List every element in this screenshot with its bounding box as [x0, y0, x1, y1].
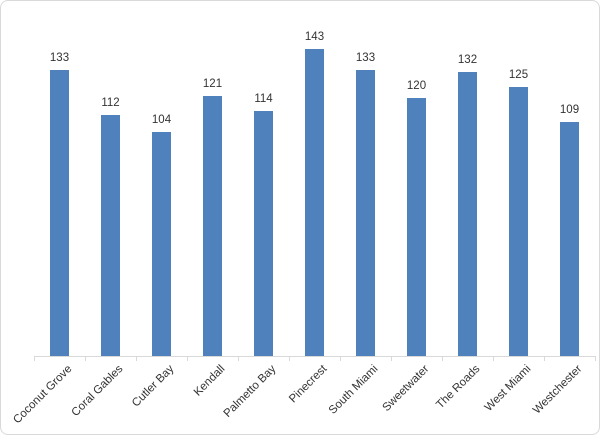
bar-cutler-bay — [152, 132, 171, 356]
bar-south-miami — [356, 70, 375, 356]
x-axis-tick — [187, 356, 188, 361]
bar-pinecrest — [305, 48, 324, 356]
data-label-coconut-grove: 133 — [49, 52, 70, 65]
x-axis-line — [34, 356, 595, 357]
data-label-coral-gables: 112 — [101, 97, 120, 110]
x-axis-tick — [595, 356, 596, 361]
bar-west-miami — [509, 87, 528, 357]
data-label-west-miami: 125 — [508, 69, 529, 82]
bar-the-roads — [458, 72, 477, 356]
bar-westchester — [560, 121, 579, 356]
x-axis-tick — [85, 356, 86, 361]
x-axis-tick — [238, 356, 239, 361]
data-label-pinecrest: 143 — [304, 30, 325, 43]
x-axis-tick — [442, 356, 443, 361]
bar-palmetto-bay — [254, 110, 273, 356]
x-axis-tick — [544, 356, 545, 361]
x-axis-tick — [391, 356, 392, 361]
bar-sweetwater — [407, 98, 426, 356]
x-axis-tick — [34, 356, 35, 361]
x-axis-tick — [493, 356, 494, 361]
x-axis-tick — [289, 356, 290, 361]
bar-kendall — [203, 95, 222, 356]
data-label-kendall: 121 — [202, 77, 223, 90]
data-label-westchester: 109 — [559, 103, 580, 116]
bar-coral-gables — [101, 115, 120, 356]
x-axis-tick — [136, 356, 137, 361]
bar-coconut-grove — [50, 70, 69, 356]
data-label-palmetto-bay: 114 — [254, 92, 273, 105]
data-label-sweetwater: 120 — [406, 80, 427, 92]
data-label-the-roads: 132 — [457, 54, 478, 67]
x-axis-tick — [340, 356, 341, 361]
data-label-south-miami: 133 — [355, 52, 376, 65]
data-label-cutler-bay: 104 — [151, 114, 172, 127]
